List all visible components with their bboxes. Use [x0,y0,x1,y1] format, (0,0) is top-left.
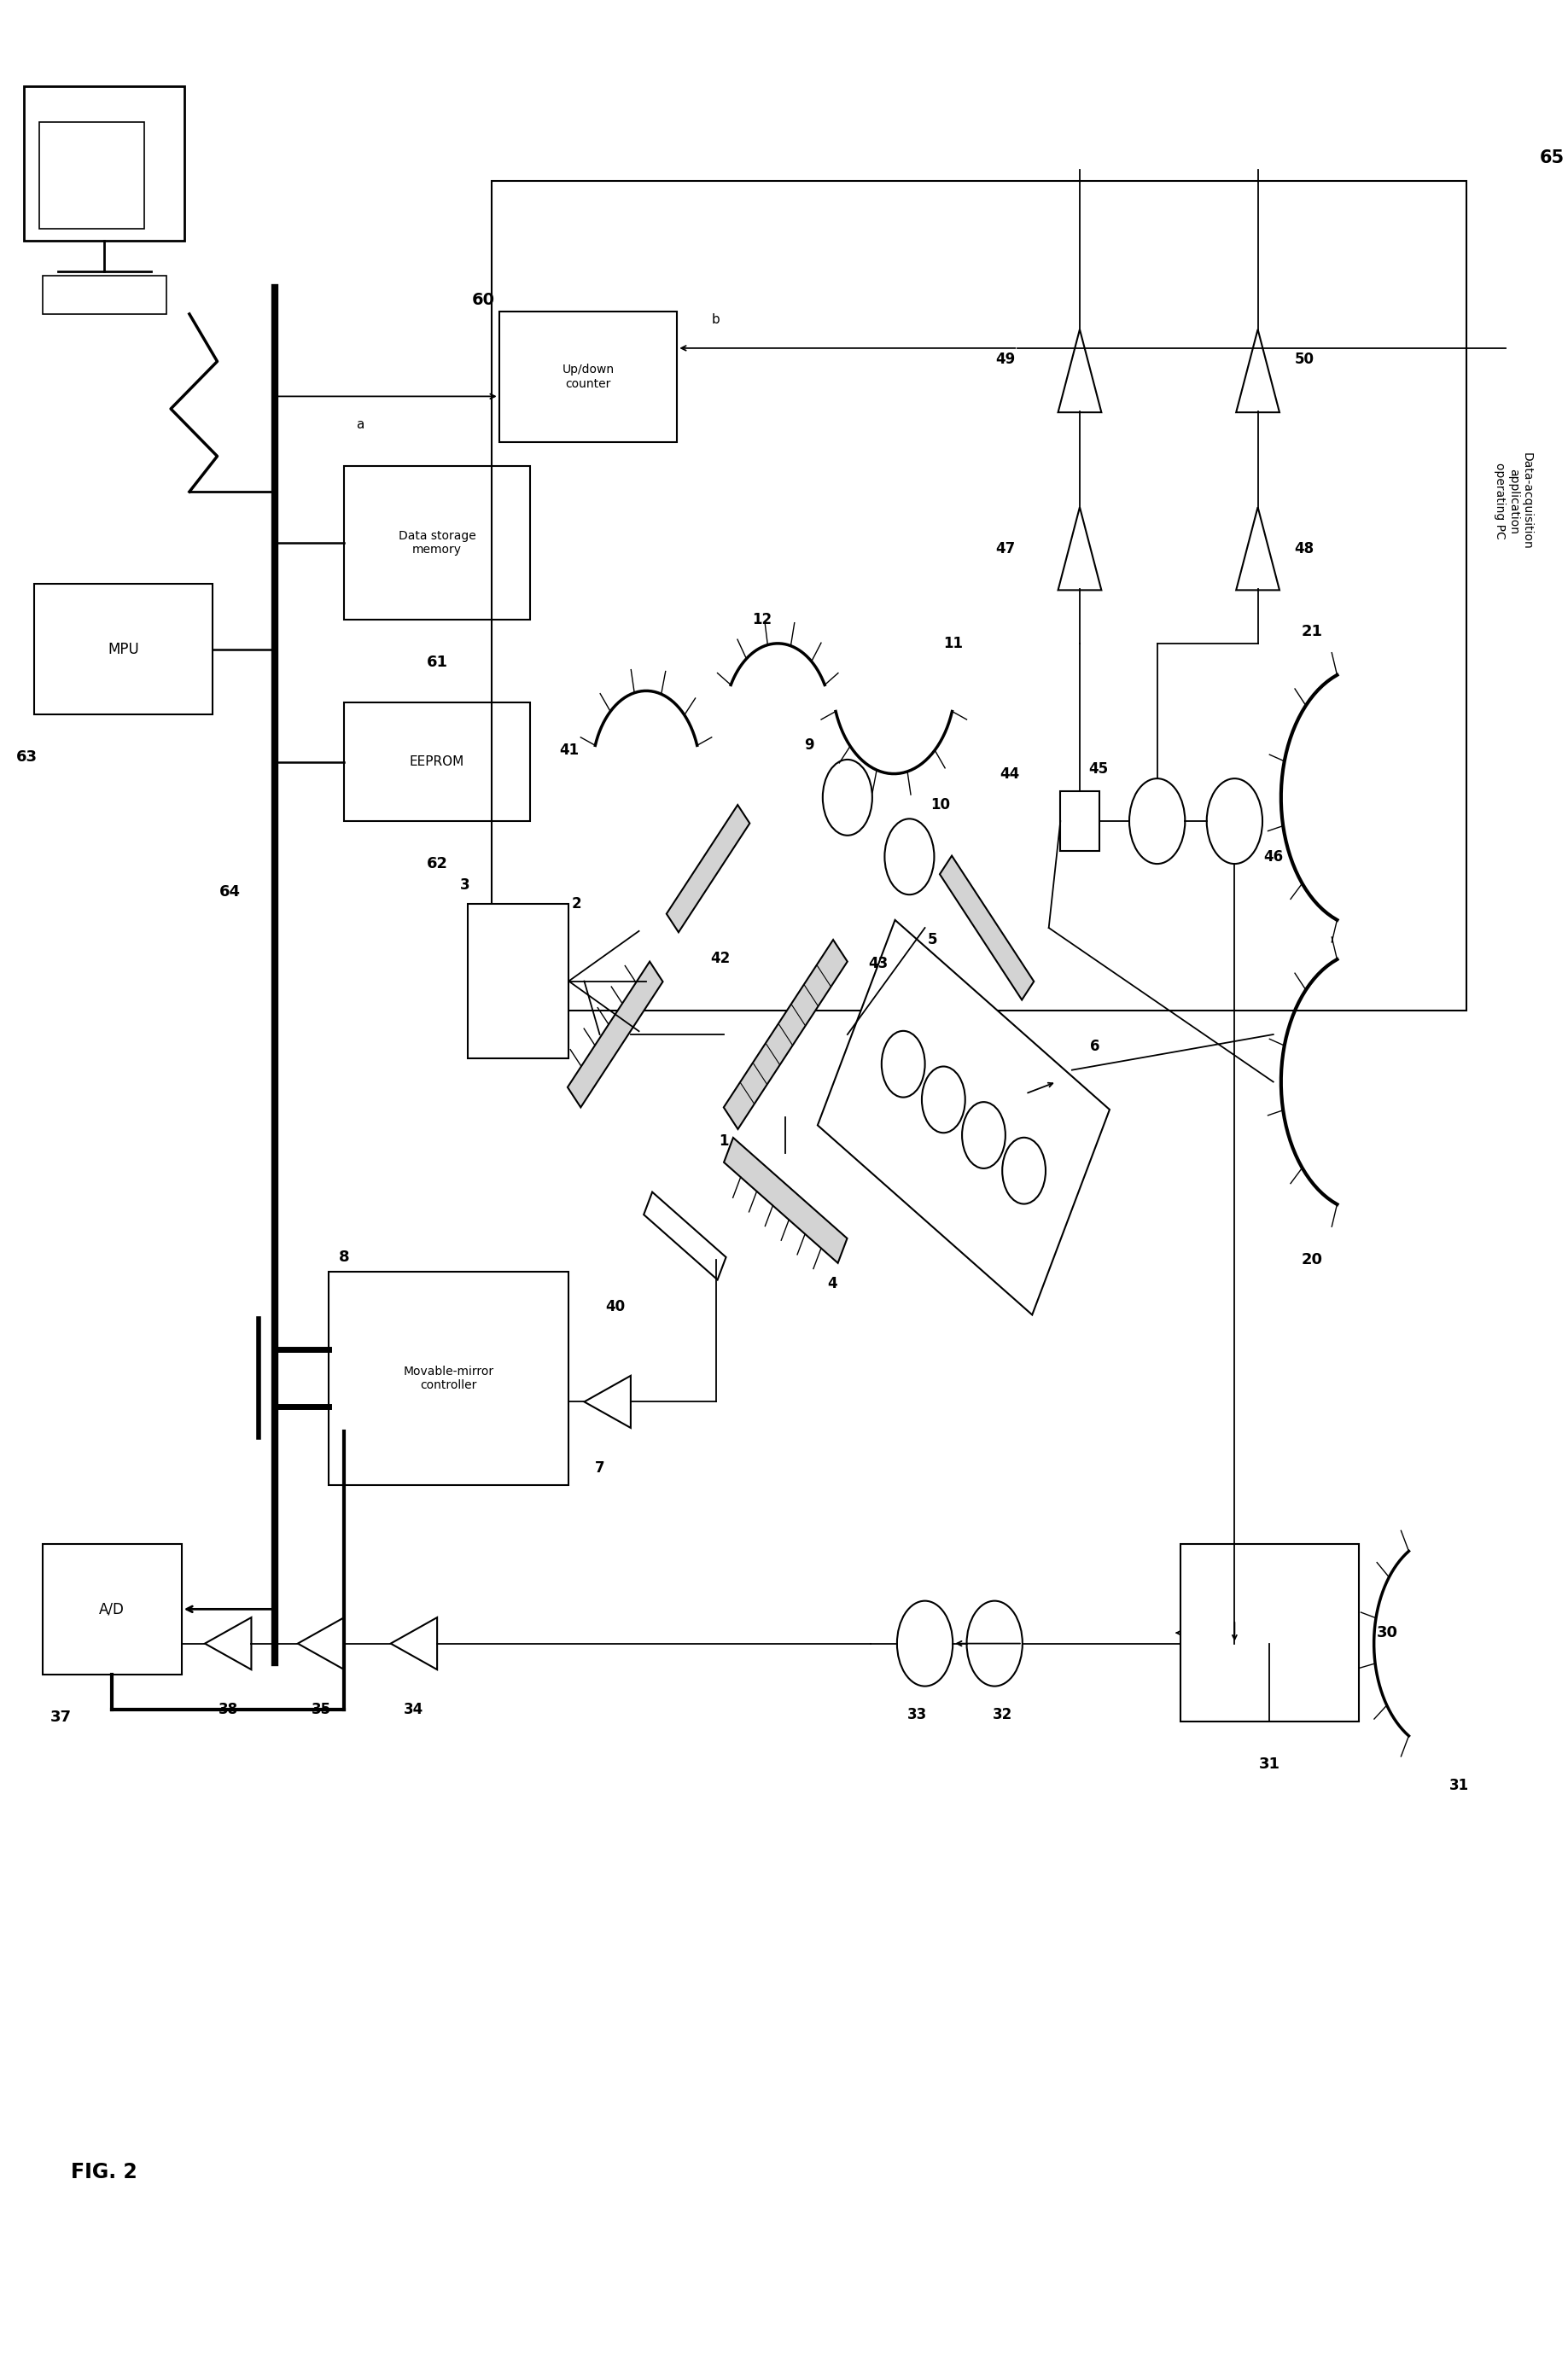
Text: 31: 31 [1259,1757,1279,1773]
Text: a: a [356,418,364,430]
Text: 65: 65 [1540,150,1565,166]
Text: 62: 62 [426,856,448,872]
Text: 47: 47 [996,542,1016,556]
Text: FIG. 2: FIG. 2 [71,2161,138,2182]
Text: 1: 1 [718,1134,729,1148]
Circle shape [884,818,935,894]
Text: 33: 33 [908,1707,927,1723]
Polygon shape [644,1191,726,1279]
Text: 3: 3 [459,877,470,894]
Polygon shape [298,1616,345,1669]
Text: 5: 5 [928,932,938,948]
Bar [42,276,166,314]
Polygon shape [724,939,847,1129]
Text: 9: 9 [804,737,814,754]
Text: 44: 44 [1000,765,1019,782]
Text: 49: 49 [996,352,1016,366]
Text: 42: 42 [710,951,731,967]
Text: 37: 37 [50,1709,72,1726]
Text: b: b [712,314,720,326]
Circle shape [897,1600,953,1685]
Text: 46: 46 [1264,849,1283,865]
Text: 4: 4 [826,1276,837,1291]
Text: 64: 64 [220,884,240,901]
Bar [34,585,213,715]
Polygon shape [1236,506,1279,589]
Circle shape [1129,780,1185,863]
Text: Movable-mirror
controller: Movable-mirror controller [403,1364,494,1391]
Bar [499,311,677,442]
Polygon shape [666,806,750,932]
Bar [1060,792,1099,851]
Text: 43: 43 [869,956,889,972]
Text: 8: 8 [339,1250,350,1265]
Text: 40: 40 [605,1300,626,1314]
Bar [345,466,530,620]
Text: 63: 63 [16,749,38,765]
Polygon shape [390,1616,437,1669]
Text: 60: 60 [472,292,495,309]
Text: MPU: MPU [108,642,140,656]
Text: 11: 11 [942,635,963,651]
Text: 38: 38 [218,1702,238,1719]
Bar [39,121,144,228]
Bar [329,1272,569,1486]
Text: 2: 2 [571,896,582,913]
Circle shape [922,1067,966,1134]
Text: 45: 45 [1088,761,1109,777]
Polygon shape [1058,330,1101,411]
Circle shape [963,1103,1005,1169]
Text: 20: 20 [1301,1253,1323,1267]
Polygon shape [205,1616,251,1669]
Text: Up/down
counter: Up/down counter [561,364,615,390]
Text: 50: 50 [1295,352,1314,366]
Polygon shape [585,1376,630,1429]
Bar [24,86,185,240]
Text: 30: 30 [1377,1626,1399,1640]
Polygon shape [568,963,663,1108]
Text: 35: 35 [310,1702,331,1719]
Circle shape [823,761,872,834]
Text: 7: 7 [594,1459,605,1476]
Text: Data storage
memory: Data storage memory [398,530,475,556]
Text: 12: 12 [753,611,771,628]
Text: 32: 32 [993,1707,1013,1723]
Text: Data-acquisition
application
operating PC: Data-acquisition application operating P… [1493,452,1534,549]
Polygon shape [939,856,1033,1001]
Bar [491,181,1466,1010]
Bar [469,903,569,1058]
Circle shape [1207,780,1262,863]
Text: 34: 34 [405,1702,423,1719]
Text: 48: 48 [1295,542,1314,556]
Text: A/D: A/D [99,1602,125,1616]
Bar [42,1545,182,1673]
Text: 6: 6 [1090,1039,1101,1053]
Polygon shape [817,920,1110,1314]
Circle shape [881,1032,925,1098]
Polygon shape [724,1139,847,1262]
Text: 10: 10 [930,796,950,813]
Polygon shape [1236,330,1279,411]
Text: 61: 61 [426,654,448,670]
Circle shape [1002,1139,1046,1203]
Bar [345,704,530,820]
Bar [1181,1545,1358,1721]
Text: EEPROM: EEPROM [409,756,464,768]
Polygon shape [1058,506,1101,589]
Text: 21: 21 [1301,623,1323,639]
Text: 41: 41 [558,742,579,758]
Text: 31: 31 [1449,1778,1469,1792]
Circle shape [967,1600,1022,1685]
